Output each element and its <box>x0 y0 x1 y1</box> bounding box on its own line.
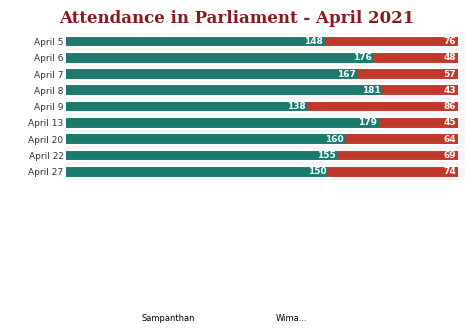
Text: 155: 155 <box>317 151 335 160</box>
Text: 45: 45 <box>443 118 456 127</box>
Bar <box>66 68 358 80</box>
Text: Attendance in Parliament - April 2021: Attendance in Parliament - April 2021 <box>59 10 415 27</box>
Text: 86: 86 <box>443 102 456 111</box>
Text: 43: 43 <box>443 86 456 95</box>
Text: 57: 57 <box>443 70 456 79</box>
Bar <box>307 101 457 113</box>
Text: 64: 64 <box>443 135 456 144</box>
Text: Wima...: Wima... <box>276 314 307 323</box>
Bar <box>346 133 457 145</box>
Text: Sampanthan: Sampanthan <box>142 314 195 323</box>
Bar <box>325 36 457 47</box>
Bar <box>66 101 307 113</box>
Bar <box>66 85 383 96</box>
Text: 148: 148 <box>304 37 323 46</box>
Bar <box>358 68 457 80</box>
Text: 160: 160 <box>325 135 344 144</box>
Text: 69: 69 <box>443 151 456 160</box>
Bar <box>383 85 457 96</box>
Bar <box>374 52 457 64</box>
Text: 150: 150 <box>308 167 327 176</box>
Bar <box>66 133 346 145</box>
Text: 48: 48 <box>443 53 456 62</box>
Bar <box>337 150 457 161</box>
Bar <box>66 52 374 64</box>
Bar <box>379 117 457 129</box>
Text: 138: 138 <box>287 102 306 111</box>
Text: 181: 181 <box>362 86 381 95</box>
Bar <box>328 166 457 177</box>
Text: 179: 179 <box>358 118 377 127</box>
Bar <box>66 117 379 129</box>
Bar <box>66 166 328 177</box>
Bar <box>66 150 337 161</box>
Text: 76: 76 <box>443 37 456 46</box>
Text: 74: 74 <box>443 167 456 176</box>
Text: 176: 176 <box>353 53 372 62</box>
Text: 167: 167 <box>337 70 356 79</box>
Bar <box>66 36 325 47</box>
